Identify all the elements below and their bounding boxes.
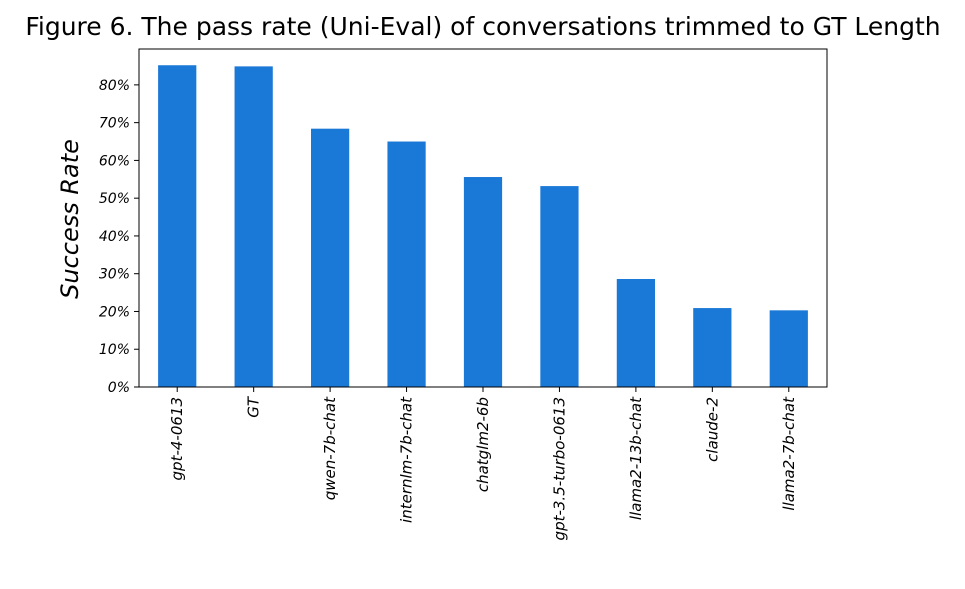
bar-chatglm2-6b	[463, 177, 503, 387]
bar-internlm-7b-chat	[387, 141, 426, 387]
x-tick-label: llama2-7b-chat	[780, 396, 798, 511]
chart-title: Figure 6. The pass rate (Uni-Eval) of co…	[25, 12, 940, 41]
x-tick-label: internlm-7b-chat	[398, 396, 416, 523]
x-tick-label: GT	[245, 395, 263, 418]
x-tick-label: claude-2	[703, 397, 721, 462]
y-tick-label: 60%	[99, 153, 130, 169]
y-tick-label: 70%	[99, 116, 130, 132]
bar-gpt-3.5-turbo-0613	[540, 186, 579, 387]
bar-GT	[234, 66, 273, 387]
bar-qwen-7b-chat	[311, 128, 350, 387]
x-tick-label: llama2-13b-chat	[627, 396, 645, 520]
x-tick-label: gpt-4-0613	[168, 397, 186, 480]
y-tick-label: 20%	[99, 304, 130, 320]
bar-llama2-7b-chat	[769, 310, 808, 387]
y-tick-label: 0%	[108, 380, 130, 396]
x-axis-ticks: gpt-4-0613 GT qwen-7b-chat internlm-7b-chat…	[168, 387, 798, 540]
y-tick-label: 10%	[99, 342, 130, 358]
y-tick-label: 40%	[99, 229, 130, 245]
y-axis-label: Success Rate	[56, 139, 84, 299]
x-tick-label: chatglm2-6b	[474, 397, 492, 492]
y-tick-label: 50%	[99, 191, 130, 207]
y-tick-label: 30%	[99, 267, 130, 283]
bars-group	[158, 65, 808, 387]
bar-gpt-4-0613	[158, 65, 197, 387]
bar-claude-2	[693, 308, 732, 387]
x-tick-label: gpt-3.5-turbo-0613	[550, 397, 568, 540]
bar-llama2-13b-chat	[616, 278, 655, 387]
x-tick-label: qwen-7b-chat	[321, 396, 339, 500]
plot-frame	[138, 48, 828, 388]
y-tick-label: 80%	[99, 78, 130, 94]
y-axis-ticks: 0% 10% 20% 30% 40% 50% 60% 70% 80%	[99, 78, 139, 396]
